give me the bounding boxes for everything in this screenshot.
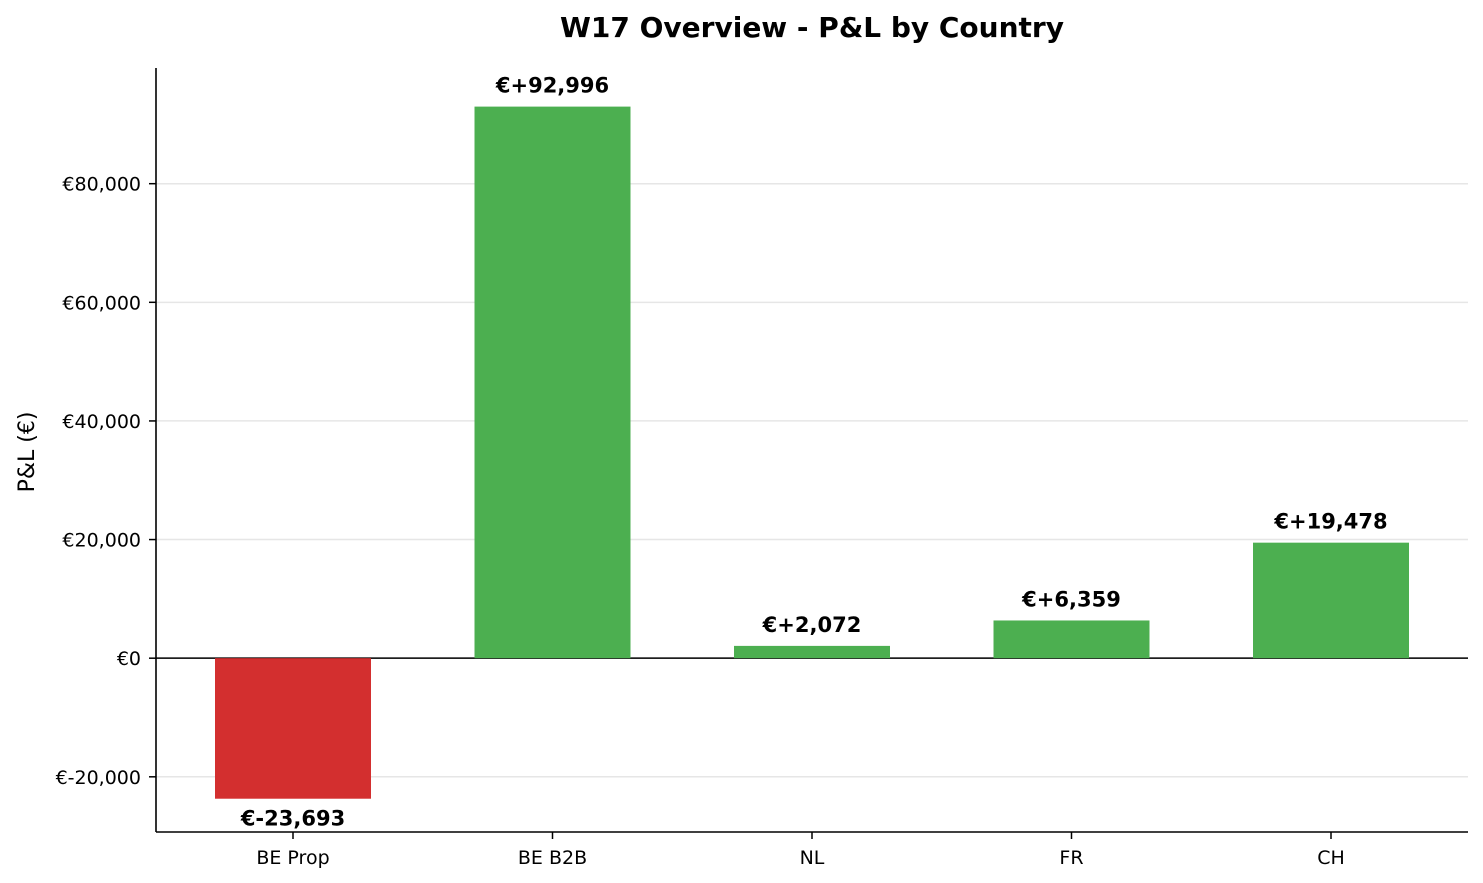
bars [215,106,1409,799]
data-label: €+92,996 [495,74,609,98]
y-tick-label: €20,000 [62,530,141,552]
y-ticks: €-20,000 €0 €20,000 €40,000 €60,000 €80,000 [56,174,156,789]
x-tick-label: BE B2B [518,847,587,869]
x-tick-label: NL [800,847,825,869]
bar-nl [734,645,890,659]
data-label: €+6,359 [1021,587,1121,611]
bar-be-b2b [474,106,631,659]
chart-title: W17 Overview - P&L by Country [560,11,1064,44]
y-tick-label: €60,000 [62,292,141,314]
bar-be-prop [215,658,371,799]
x-tick-label: FR [1059,847,1083,869]
y-tick-label: €80,000 [62,174,141,196]
y-tick-label: €-20,000 [56,767,141,789]
y-axis-title: P&L (€) [15,412,40,493]
data-label: €+19,478 [1273,510,1387,534]
data-labels: €-23,693 €+92,996 €+2,072 €+6,359 €+19,478 [240,74,1388,831]
bar-ch [1253,542,1409,659]
y-tick-label: €0 [117,648,141,670]
data-label: €-23,693 [240,807,345,831]
y-tick-label: €40,000 [62,411,141,433]
x-ticks: BE Prop BE B2B NL FR CH [256,832,1345,869]
x-tick-label: CH [1317,847,1345,869]
data-label: €+2,072 [762,613,862,637]
bar-fr [993,620,1150,659]
x-tick-label: BE Prop [256,847,329,869]
